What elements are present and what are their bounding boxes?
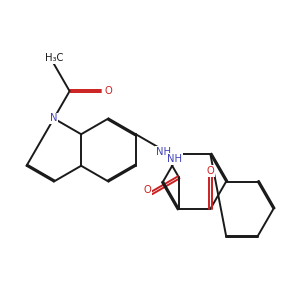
Text: NH: NH [167, 154, 182, 164]
Text: O: O [104, 86, 112, 96]
Text: NH: NH [156, 147, 171, 157]
Text: N: N [50, 113, 58, 124]
Text: O: O [143, 185, 151, 195]
Text: O: O [206, 166, 214, 176]
Text: H₃C: H₃C [45, 53, 63, 63]
